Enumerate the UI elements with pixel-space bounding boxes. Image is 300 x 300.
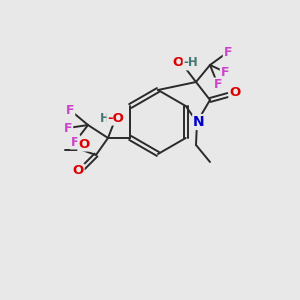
Text: H: H	[100, 112, 110, 124]
Text: O: O	[230, 86, 241, 100]
Text: F: F	[64, 122, 72, 134]
Text: O: O	[172, 56, 184, 70]
Text: F: F	[66, 103, 74, 116]
Text: -O: -O	[108, 112, 124, 124]
Text: O: O	[72, 164, 84, 178]
Text: F: F	[71, 136, 79, 148]
Text: O: O	[78, 137, 90, 151]
Text: -H: -H	[184, 56, 198, 70]
Text: F: F	[221, 65, 229, 79]
Text: F: F	[224, 46, 232, 59]
Text: F: F	[214, 79, 222, 92]
Text: N: N	[193, 115, 205, 129]
